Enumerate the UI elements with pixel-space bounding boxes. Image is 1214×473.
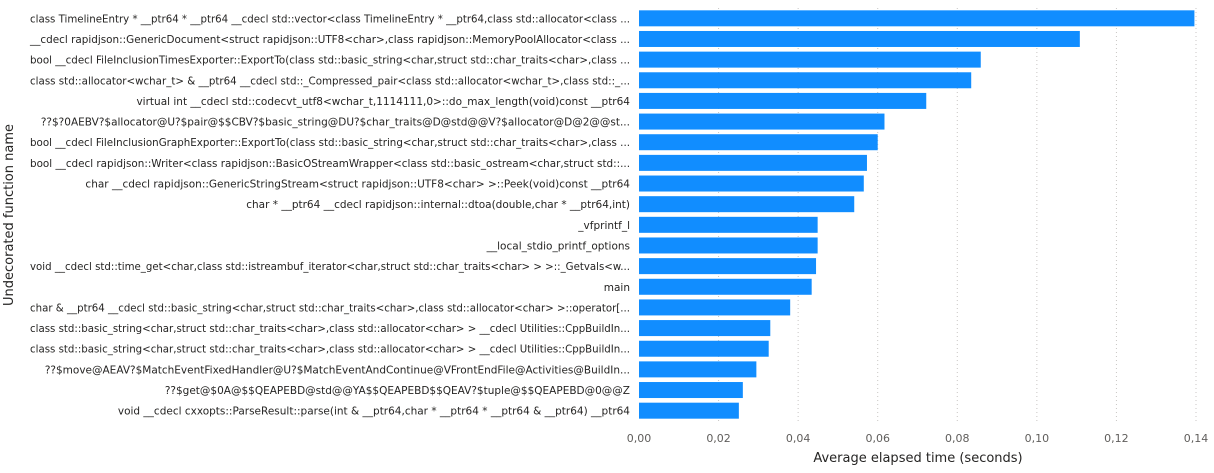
category-label: __local_stdio_printf_options [486, 240, 630, 252]
category-label: class TimelineEntry * __ptr64 * __ptr64 … [30, 13, 630, 25]
bar[interactable] [639, 320, 771, 337]
bar[interactable] [639, 382, 743, 399]
bar[interactable] [639, 134, 878, 151]
bar[interactable] [639, 216, 818, 233]
bar[interactable] [639, 51, 981, 68]
category-label: void __cdecl cxxopts::ParseResult::parse… [118, 406, 630, 418]
bar[interactable] [639, 175, 864, 192]
category-label: __cdecl rapidjson::GenericDocument<struc… [29, 34, 630, 46]
category-label: class std::basic_string<char,struct std:… [30, 344, 630, 356]
category-label: _vfprintf_l [577, 220, 630, 232]
category-label: virtual int __cdecl std::codecvt_utf8<wc… [136, 96, 630, 108]
category-labels: class TimelineEntry * __ptr64 * __ptr64 … [29, 13, 630, 417]
category-label: bool __cdecl FileInclusionTimesExporter:… [30, 55, 630, 67]
x-tick-label: 0,00 [627, 432, 652, 445]
category-label: class std::allocator<wchar_t> & __ptr64 … [30, 75, 630, 87]
category-label: bool __cdecl rapidjson::Writer<class rap… [30, 158, 630, 170]
bar[interactable] [639, 258, 817, 275]
x-tick-label: 0,02 [706, 432, 731, 445]
bar[interactable] [639, 361, 757, 378]
bar[interactable] [639, 402, 739, 419]
category-label: void __cdecl std::time_get<char,class st… [30, 261, 630, 273]
x-axis-title: Average elapsed time (seconds) [813, 451, 1022, 466]
bar[interactable] [639, 278, 812, 295]
bar[interactable] [639, 92, 927, 109]
bar[interactable] [639, 237, 818, 254]
category-label: class std::basic_string<char,struct std:… [30, 323, 630, 335]
x-tick-label: 0,08 [945, 432, 970, 445]
category-label: char & __ptr64 __cdecl std::basic_string… [30, 302, 630, 314]
bar[interactable] [639, 154, 867, 171]
x-tick-label: 0,10 [1025, 432, 1050, 445]
bar[interactable] [639, 340, 769, 357]
x-tick-label: 0,06 [865, 432, 890, 445]
x-tick-label: 0,04 [786, 432, 811, 445]
gridlines [718, 8, 1197, 422]
category-label: main [604, 282, 630, 294]
category-label: bool __cdecl FileInclusionGraphExporter:… [30, 137, 630, 149]
bar[interactable] [639, 196, 855, 213]
bar[interactable] [639, 30, 1080, 47]
category-label: ??$?0AEBV?$allocator@U?$pair@$$CBV?$basi… [41, 117, 630, 129]
x-tick-labels: 0,00 0,02 0,04 0,06 0,08 0,10 0,12 0,14 [627, 432, 1209, 445]
x-tick-label: 0,12 [1104, 432, 1129, 445]
bar[interactable] [639, 299, 791, 316]
bar[interactable] [639, 72, 972, 89]
category-label: ??$move@AEAV?$MatchEventFixedHandler@U?$… [45, 364, 630, 376]
x-tick-label: 0,14 [1184, 432, 1209, 445]
bars [639, 10, 1195, 419]
category-label: char __cdecl rapidjson::GenericStringStr… [85, 179, 630, 191]
y-axis-title: Undecorated function name [2, 124, 17, 306]
bar[interactable] [639, 10, 1195, 27]
category-label: ??$get@$0A@$$QEAPEBD@std@@YA$$QEAPEBD$$Q… [165, 385, 630, 397]
bar[interactable] [639, 113, 885, 130]
category-label: char * __ptr64 __cdecl rapidjson::intern… [246, 199, 630, 211]
